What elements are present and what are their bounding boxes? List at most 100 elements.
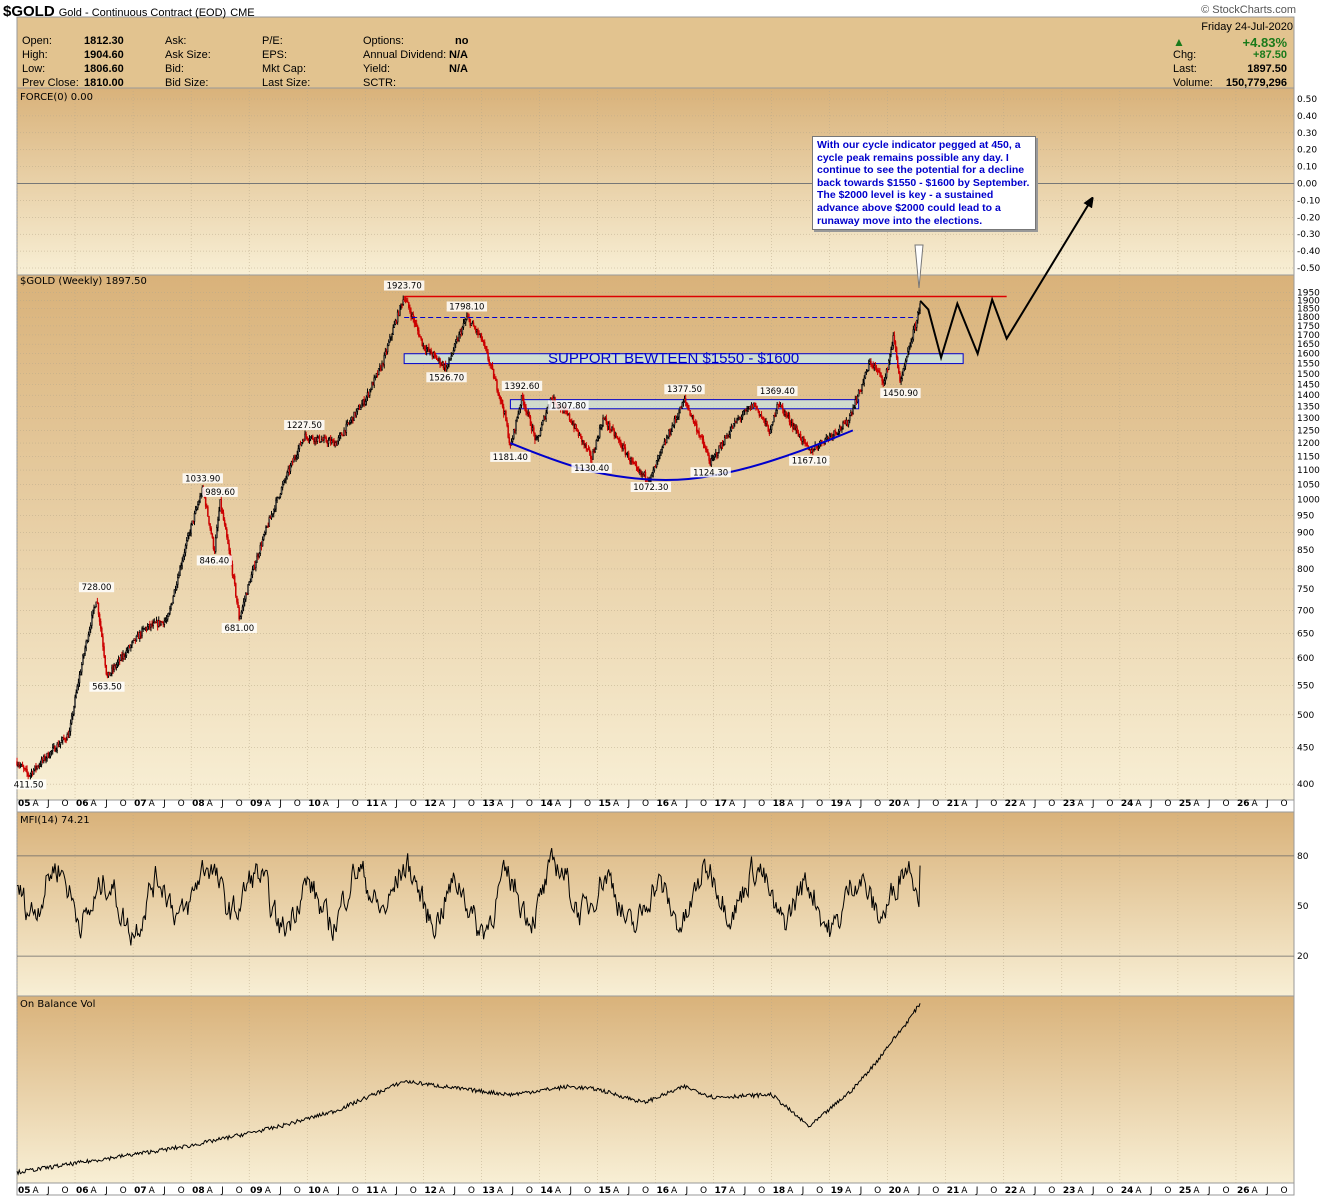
quote-bid: Bid:: [165, 63, 184, 75]
x-tick-label: A: [149, 1186, 156, 1196]
candle-body: [355, 410, 358, 417]
x-tick-label: J: [394, 1186, 398, 1196]
candle-body: [715, 452, 717, 455]
candle-body: [98, 613, 101, 622]
candle-body: [898, 367, 900, 374]
quote-options: Options: no: [363, 35, 468, 47]
price-label: 563.50: [92, 683, 122, 693]
candle-body: [21, 764, 24, 768]
candle-body: [546, 407, 548, 414]
price-label: 1130.40: [574, 464, 609, 474]
candle-body: [719, 445, 721, 449]
x-tick-label: A: [903, 1186, 910, 1196]
candle-body: [199, 495, 201, 503]
candle-body: [711, 457, 714, 460]
candle-body: [566, 411, 569, 415]
candle-body: [479, 333, 481, 336]
candle-body: [280, 487, 283, 495]
candle-body: [142, 628, 144, 630]
candle-body: [419, 335, 421, 338]
x-tick-label: A: [1135, 1186, 1142, 1196]
candle-body: [272, 508, 275, 514]
candle-body: [55, 749, 57, 752]
candle-body: [178, 575, 180, 578]
candle-body: [884, 376, 887, 381]
price-label-bg: [221, 622, 257, 633]
candle-body: [341, 433, 343, 436]
candle-body: [363, 399, 365, 405]
candle-body: [171, 602, 173, 606]
candle-body: [732, 423, 735, 429]
candle-body: [542, 420, 544, 426]
x-tick-label: J: [278, 799, 282, 809]
candle-body: [855, 399, 858, 403]
price-tick-label: 1900: [1297, 296, 1320, 306]
quote-yield: Yield: N/A: [363, 63, 468, 75]
high-value: 1904.60: [84, 49, 124, 61]
candle-body: [114, 665, 116, 668]
candle-body: [277, 496, 279, 499]
candle-body: [400, 304, 402, 306]
candle-body: [594, 448, 596, 453]
candle-body: [725, 436, 727, 439]
x-tick-label: J: [510, 799, 514, 809]
candle-body: [249, 581, 252, 584]
x-tick-label: O: [352, 1186, 359, 1196]
obv-panel-label: On Balance Vol: [20, 999, 96, 1010]
candle-body: [50, 750, 53, 752]
x-tick-label: 19: [831, 1186, 844, 1196]
candle-body: [145, 627, 148, 630]
candle-body: [765, 421, 767, 424]
candle-body: [27, 772, 29, 776]
candle-body: [173, 589, 176, 597]
candle-body: [261, 539, 264, 547]
quote-change-pct: ▲ +4.83%: [1173, 35, 1287, 50]
candle-body: [106, 673, 109, 677]
candle-body: [176, 577, 179, 585]
candle-body: [92, 609, 94, 616]
candle-body: [396, 311, 399, 323]
candle-body: [698, 431, 700, 437]
candle-body: [214, 537, 217, 552]
volume-value: 150,779,296: [1225, 77, 1287, 89]
x-tick-label: O: [816, 1186, 823, 1196]
x-tick-label: A: [1019, 799, 1026, 809]
price-tick-label: 1500: [1297, 370, 1320, 380]
candle-body: [495, 377, 497, 382]
candle-body: [300, 442, 303, 446]
x-tick-label: 08: [192, 799, 205, 809]
candle-body: [140, 632, 142, 637]
candle-body: [385, 351, 388, 353]
x-tick-label: J: [626, 799, 630, 809]
candle-body: [26, 768, 28, 774]
candle-body: [491, 365, 494, 370]
x-tick-label: O: [468, 799, 475, 809]
candle-body: [701, 436, 704, 440]
candle-body: [533, 427, 535, 434]
candle-body: [894, 341, 897, 348]
candle-body: [179, 566, 181, 577]
candle-body: [377, 368, 380, 376]
x-tick-label: J: [975, 799, 979, 809]
x-tick-label: J: [162, 799, 166, 809]
candle-body: [250, 574, 253, 583]
candle-body: [756, 406, 758, 410]
price-tick-label: 1450: [1297, 380, 1320, 390]
candle-body: [387, 341, 390, 346]
candle-body: [423, 345, 426, 350]
candle-body: [274, 508, 276, 511]
candle-body: [575, 424, 577, 431]
candle-body: [588, 449, 591, 453]
candle-body: [601, 425, 603, 428]
x-tick-label: O: [1164, 1186, 1171, 1196]
candle-body: [216, 527, 218, 539]
x-tick-label: A: [439, 1186, 446, 1196]
candle-body: [181, 560, 183, 567]
x-tick-label: O: [874, 799, 881, 809]
candle-body: [505, 411, 507, 421]
candle-body: [392, 327, 394, 335]
candle-body: [416, 326, 419, 331]
candle-body: [162, 621, 164, 625]
price-label: 1526.70: [429, 373, 464, 383]
candle-body: [631, 458, 633, 462]
